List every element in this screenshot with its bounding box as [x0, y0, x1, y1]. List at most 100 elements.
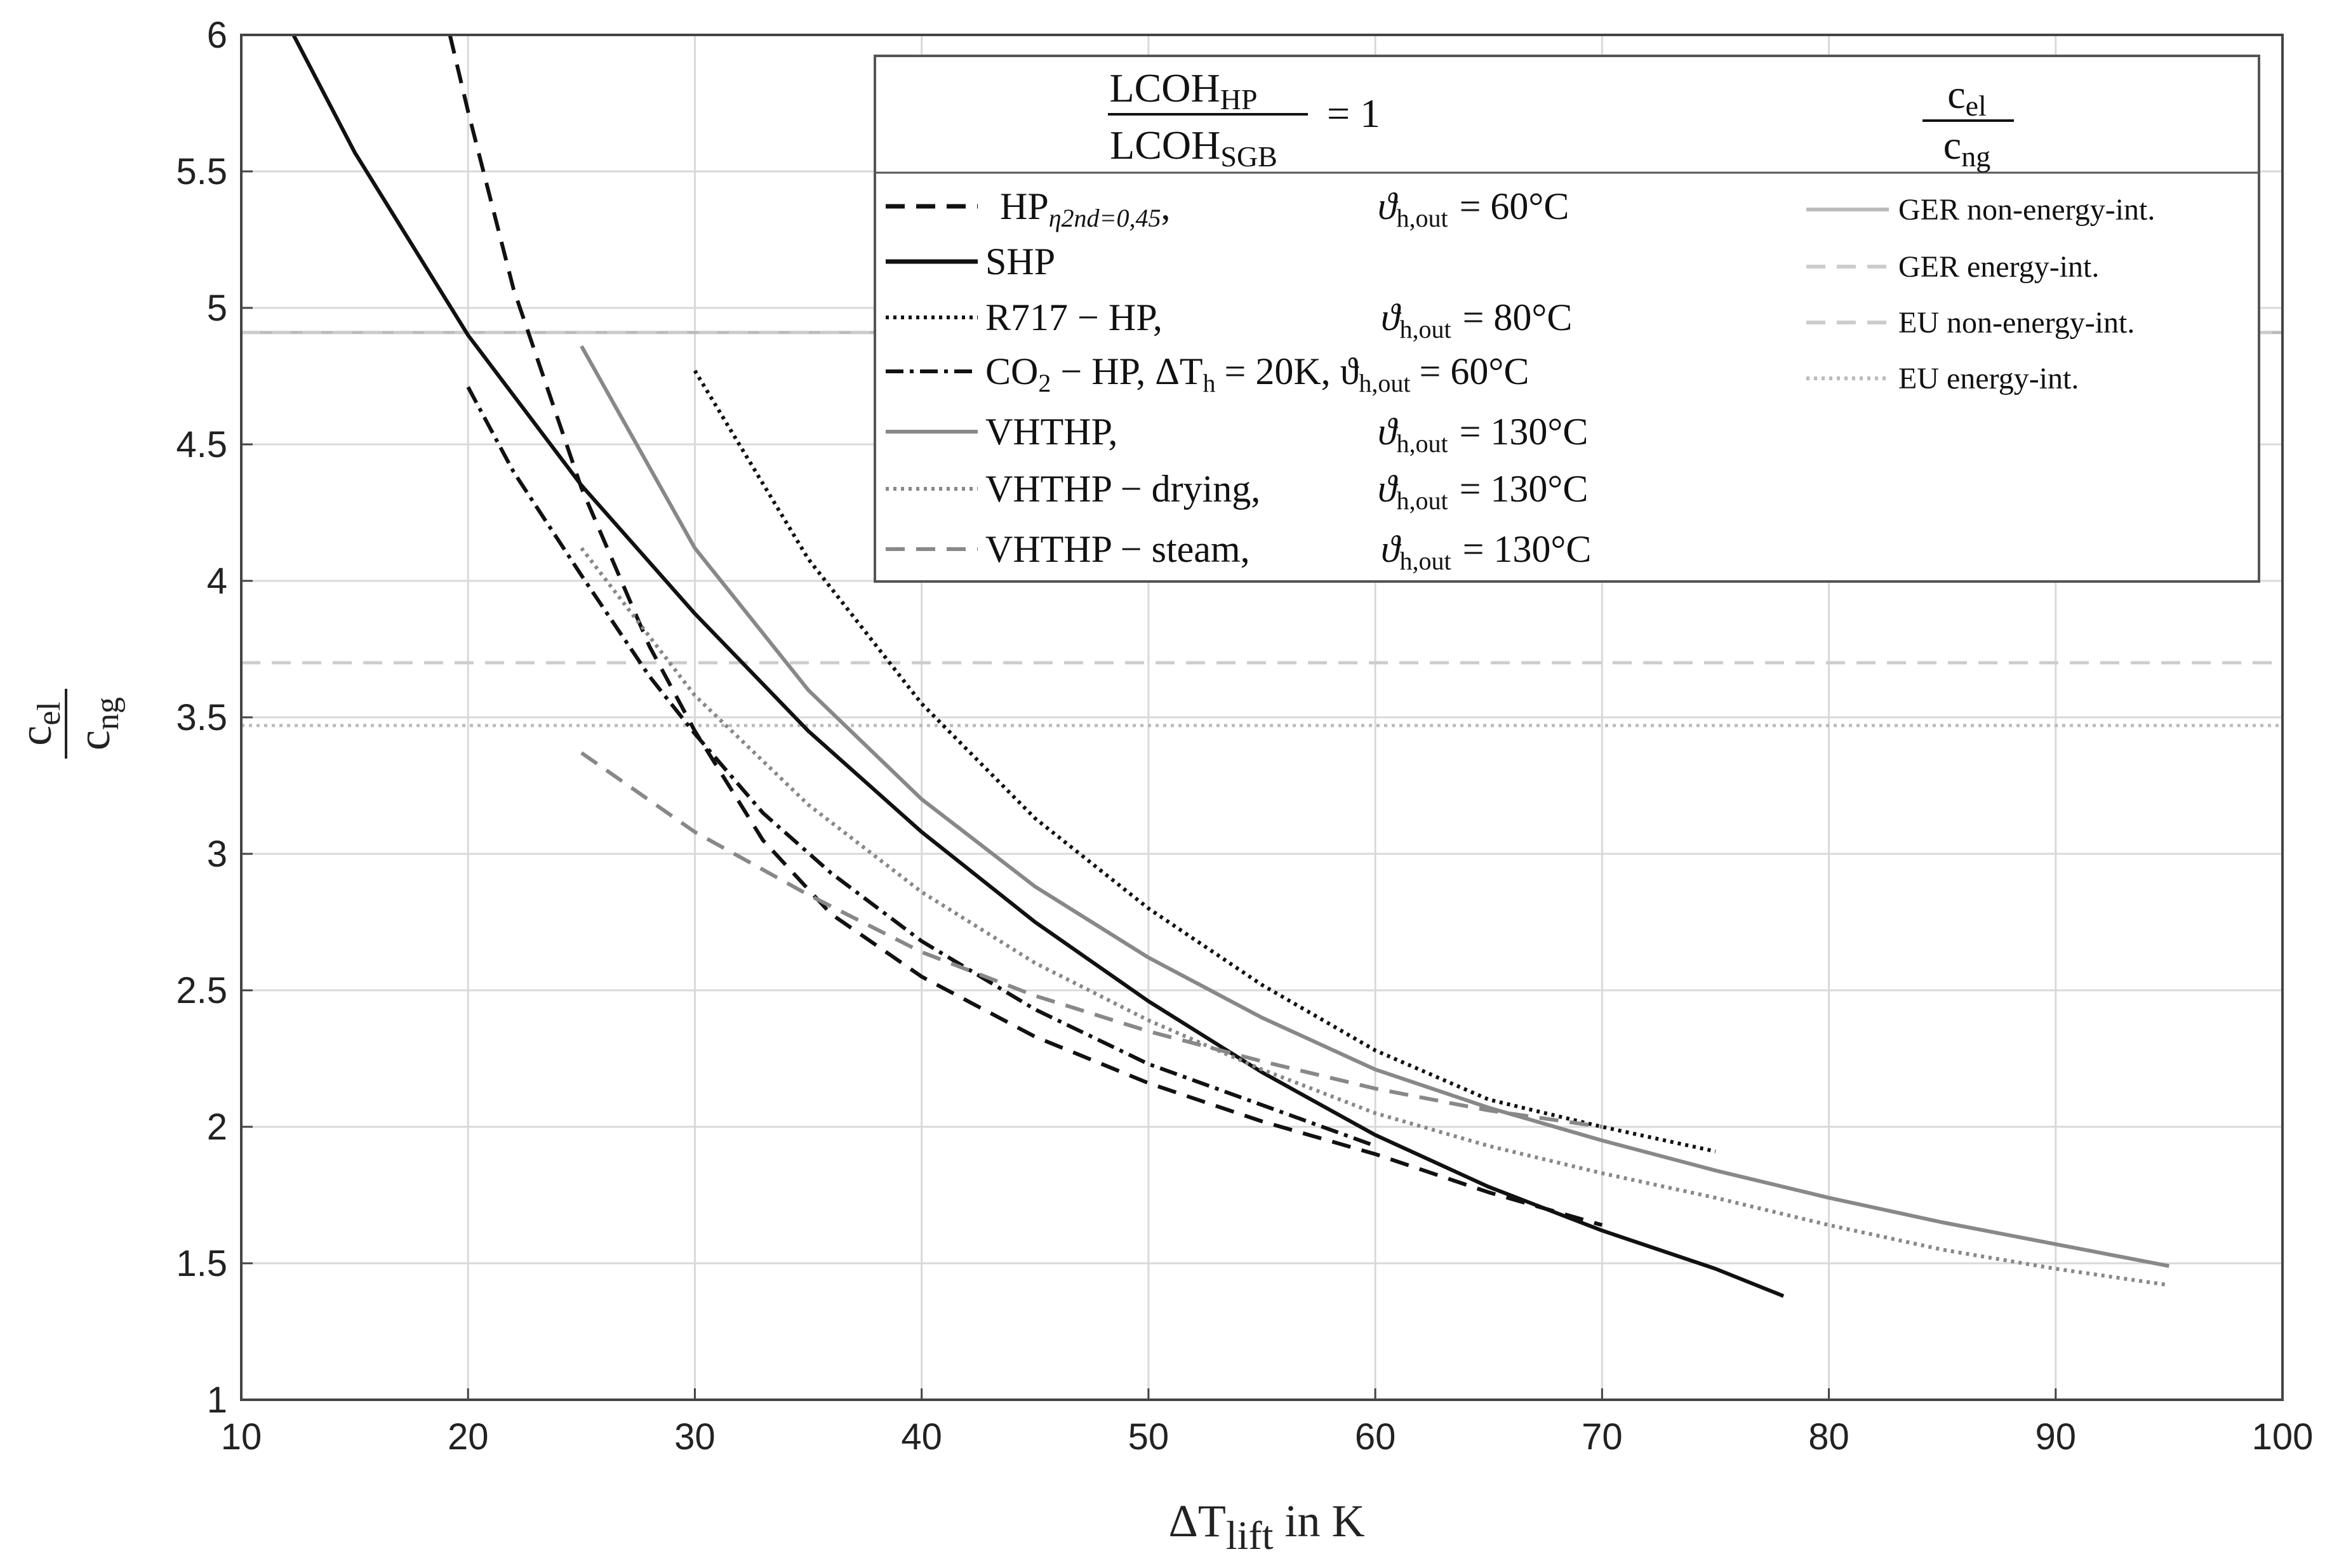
x-tick-label: 70	[1582, 1416, 1623, 1458]
legend-cond-hp-sub: h,out	[1396, 204, 1448, 232]
legend-label-co2-hsub: h	[1203, 369, 1215, 397]
x-tick-label: 10	[221, 1416, 262, 1458]
y-tick-label: 3.5	[176, 697, 227, 738]
x-tick-label: 30	[674, 1416, 716, 1458]
legend-cond-vhthp-sub: h,out	[1396, 429, 1448, 458]
x-tick-label: 90	[2036, 1416, 2077, 1458]
series-line-r717-hp	[693, 369, 1716, 1153]
legend-label-co2: CO2 − HP, ΔTh = 20K, ϑh,out = 60°C	[985, 350, 1529, 397]
y-tick-label: 4	[207, 561, 227, 602]
legend-cond-vhthp-steam-a: ϑ	[1381, 528, 1402, 570]
legend-label-hp-main: HP	[1000, 185, 1049, 227]
legend-entry-ger-energy: GER energy-int.	[1806, 250, 2099, 284]
legend-header-ratio: cel cng	[1922, 72, 2014, 173]
legend-label-shp: SHP	[985, 241, 1055, 282]
legend-cond-co2-a: = 20K, ϑ	[1224, 350, 1359, 392]
legend: LCOHHP LCOHSGB = 1 cel cng HPη2nd=0,45, …	[874, 55, 2260, 583]
legend-label-vhthp-steam-main: VHTHP − steam	[985, 528, 1241, 570]
legend-entry-shp: SHP	[886, 241, 1055, 282]
y-tick-label: 3	[207, 834, 227, 875]
legend-cond-vhthp-drying-a: ϑ	[1378, 468, 1399, 510]
legend-label-vhthp: VHTHP,	[985, 411, 1117, 453]
y-tick-label: 5.5	[176, 151, 227, 192]
legend-cond-vhthp-steam: ϑh,out = 130°C	[1381, 528, 1591, 575]
legend-label-hp: HPη2nd=0,45,	[1000, 185, 1171, 232]
legend-entry-eu-energy: EU energy-int.	[1806, 362, 2079, 395]
legend-label-co2-main: CO	[985, 350, 1038, 392]
x-axis-title: ΔTlift in K	[1169, 1496, 1365, 1558]
legend-label-vhthp-drying: VHTHP − drying,	[985, 468, 1260, 510]
y-axis-title-den: cng	[69, 697, 126, 750]
legend-cond-vhthp: ϑh,out = 130°C	[1378, 411, 1588, 458]
x-axis-title-sub: lift	[1226, 1513, 1274, 1558]
x-tick-label: 60	[1355, 1416, 1396, 1458]
ratio-den-sub: ng	[1961, 140, 1990, 173]
legend-entry-vhthp-steam: VHTHP − steam, ϑh,out = 130°C	[886, 528, 1591, 575]
legend-cond-r717-a: ϑ	[1381, 296, 1402, 338]
y-tick-label: 6	[207, 15, 227, 56]
y-axis-title: cel cng	[10, 689, 126, 759]
legend-label-co2-sub: 2	[1038, 369, 1051, 397]
legend-entry-vhthp-drying: VHTHP − drying, ϑh,out = 130°C	[886, 468, 1588, 515]
legend-cond-hp-a: ϑ	[1378, 185, 1399, 227]
y-axis-den-main: c	[69, 730, 119, 750]
legend-cond-r717-b: = 80°C	[1463, 296, 1573, 338]
legend-cond-vhthp-steam-b: = 130°C	[1463, 528, 1592, 570]
ratio-num-sub: el	[1966, 90, 1987, 122]
ratio-num: cel	[1947, 72, 1987, 122]
series-line-hp-2nd-0-45	[448, 34, 1603, 1227]
y-axis-num-main: c	[10, 726, 61, 746]
legend-cond-vhthp-a: ϑ	[1378, 411, 1399, 453]
series-line-shp	[291, 34, 1785, 1298]
legend-cond-co2-b: = 60°C	[1419, 350, 1529, 392]
ratio-num-main: c	[1947, 72, 1965, 117]
lcoh-num-sub: HP	[1220, 83, 1258, 116]
legend-cond-vhthp-drying-sub: h,out	[1396, 486, 1448, 515]
legend-entry-ger-non-energy: GER non-energy-int.	[1806, 193, 2155, 227]
legend-label-r717-main: R717 − HP	[985, 296, 1156, 338]
y-tick-label: 1	[207, 1379, 227, 1421]
series-line-co-2	[466, 386, 1376, 1148]
x-tick-label: 40	[901, 1416, 942, 1458]
legend-cond-r717-sub: h,out	[1399, 315, 1451, 343]
y-axis-den-sub: ng	[90, 697, 126, 730]
x-tick-label: 20	[448, 1416, 489, 1458]
legend-label-hp-tail: ,	[1161, 185, 1171, 227]
series-layer	[291, 34, 2169, 1298]
legend-label-eu-non-energy: EU non-energy-int.	[1898, 306, 2135, 340]
x-axis-title-main: ΔT	[1169, 1496, 1226, 1546]
legend-cond-vhthp-drying-b: = 130°C	[1460, 468, 1589, 510]
legend-label-vhthp-tail: ,	[1108, 411, 1117, 453]
lcoh-den-sub: SGB	[1220, 140, 1277, 173]
x-tick-label: 80	[1808, 1416, 1849, 1458]
legend-entry-r717: R717 − HP, ϑh,out = 80°C	[886, 296, 1572, 343]
legend-label-vhthp-drying-tail: ,	[1251, 468, 1260, 510]
lcoh-equals: = 1	[1327, 91, 1380, 136]
x-ticks: 10 20 30 40 50 60 70 80 90 100	[221, 1388, 2314, 1458]
legend-box	[874, 55, 2260, 583]
legend-entry-hp: HPη2nd=0,45, ϑh,out = 60°C	[886, 185, 1569, 232]
y-axis-num-sub: el	[31, 701, 67, 726]
y-axis-title-num: cel	[10, 701, 67, 746]
legend-cond-vhthp-drying: ϑh,out = 130°C	[1378, 468, 1588, 515]
series-line-vhthp	[580, 345, 2169, 1268]
legend-label-r717-tail: ,	[1153, 296, 1163, 338]
legend-label-ger-non-energy: GER non-energy-int.	[1898, 193, 2155, 227]
legend-entry-vhthp: VHTHP, ϑh,out = 130°C	[886, 411, 1588, 458]
legend-cond-vhthp-b: = 130°C	[1460, 411, 1589, 453]
lcoh-num-main: LCOH	[1109, 65, 1220, 110]
ratio-den-main: c	[1943, 123, 1961, 168]
y-tick-label: 5	[207, 288, 227, 329]
x-tick-label: 100	[2252, 1416, 2314, 1458]
legend-label-vhthp-drying-main: VHTHP − drying	[985, 468, 1251, 510]
y-tick-label: 2.5	[176, 970, 227, 1011]
legend-label-ger-energy: GER energy-int.	[1898, 250, 2099, 284]
legend-label-hp-sub: η2nd=0,45	[1049, 204, 1161, 232]
legend-label-vhthp-steam-tail: ,	[1241, 528, 1250, 570]
legend-cond-hp-b: = 60°C	[1460, 185, 1569, 227]
y-tick-label: 2	[207, 1106, 227, 1148]
legend-cond-co2-sub: h,out	[1359, 369, 1410, 397]
y-ticks: 1 1.5 2 2.5 3 3.5 4 4.5 5 5.5 6	[176, 15, 253, 1421]
lcoh-den-main: LCOH	[1110, 123, 1220, 168]
